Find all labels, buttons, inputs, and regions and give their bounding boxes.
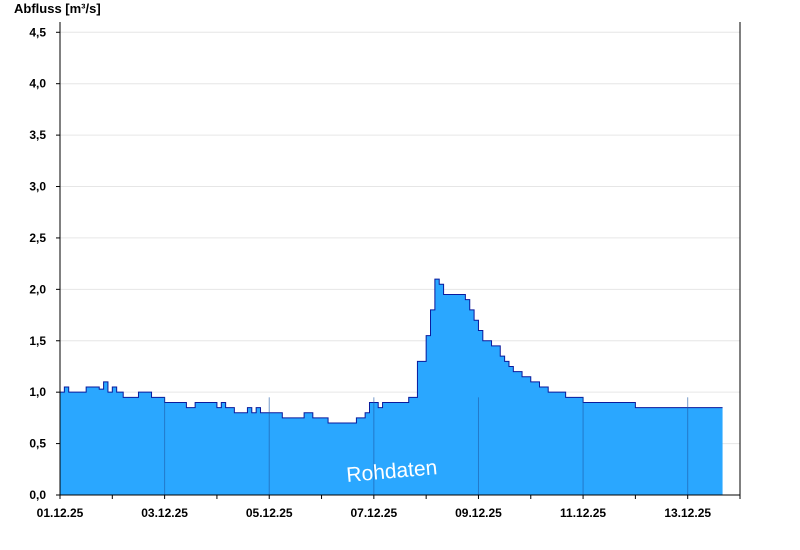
y-tick-label-4: 2,0 <box>29 282 46 296</box>
y-tick-label-3: 1,5 <box>29 334 46 348</box>
y-tick-label-6: 3,0 <box>29 180 46 194</box>
x-tick-label-5: 11.12.25 <box>560 506 606 520</box>
x-tick-label-4: 09.12.25 <box>455 506 502 520</box>
area-layer <box>60 278 723 495</box>
y-tick-label-7: 3,5 <box>29 128 46 142</box>
x-tick-label-0: 01.12.25 <box>37 506 84 520</box>
series-line-0 <box>60 278 723 424</box>
x-tick-label-1: 03.12.25 <box>141 506 188 520</box>
y-tick-label-1: 0,5 <box>29 437 46 451</box>
axes <box>56 22 741 499</box>
grid <box>60 31 740 445</box>
y-tick-label-9: 4,5 <box>29 25 46 39</box>
x-tick-label-2: 05.12.25 <box>246 506 293 520</box>
x-tick-label-3: 07.12.25 <box>350 506 397 520</box>
tick-labels: 0,0 0,5 1,0 1,5 2,0 2,5 3,0 3,5 4,0 4,5 01.12.25 03… <box>29 25 711 520</box>
y-tick-label-5: 2,5 <box>29 231 46 245</box>
y-axis-label: Abfluss [m³/s] <box>14 1 101 16</box>
series-area-0 <box>60 279 723 495</box>
y-tick-label-0: 0,0 <box>29 488 46 502</box>
x-tick-label-6: 13.12.25 <box>664 506 711 520</box>
y-tick-label-2: 1,0 <box>29 385 46 399</box>
y-tick-label-8: 4,0 <box>29 77 46 91</box>
